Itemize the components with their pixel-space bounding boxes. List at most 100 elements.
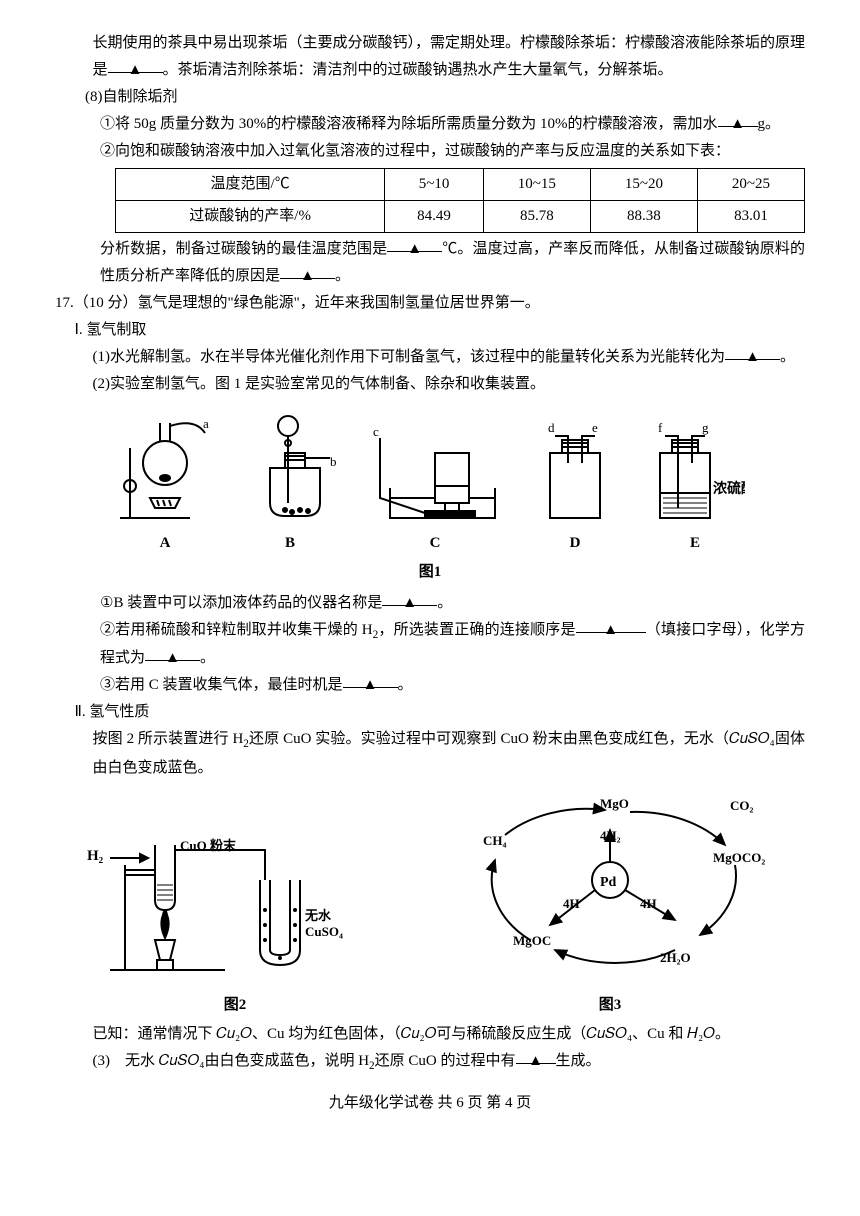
text: (8)自制除垢剂: [85, 89, 178, 105]
text: ②若用稀硫酸和锌粒制取并收集干燥的 H: [100, 622, 373, 638]
label-g: g: [702, 420, 709, 435]
blank: ▲: [382, 590, 437, 606]
apparatus-c: c C: [365, 418, 505, 557]
caption-e: E: [645, 530, 745, 557]
blank: ▲: [280, 263, 335, 279]
formula: 𝐶𝑢𝑆𝑂₄: [729, 731, 775, 747]
cell: 5~10: [385, 169, 484, 201]
caption-a: A: [115, 530, 215, 557]
label-4h-l: 4H: [563, 896, 580, 911]
blank: ▲: [576, 617, 646, 633]
apparatus-a-svg: a: [115, 408, 215, 528]
label-mgoco2: MgOCO₂: [713, 850, 765, 865]
caption-c: C: [365, 530, 505, 557]
blank: ▲: [725, 344, 780, 360]
known-info: 已知：通常情况下 𝐶𝑢₂𝑂、Cu 均为红色固体，（𝐶𝑢₂𝑂可与稀硫酸反应生成（𝐶…: [55, 1021, 805, 1048]
text: 、Cu 均为红色固体，（: [252, 1026, 401, 1042]
text: 。: [200, 650, 215, 666]
label-cuso4-2: CuSO₄: [305, 924, 343, 939]
figure-3-svg: Pd CH₄ MgO CO₂ MgOCO₂ 4H₂ 4H 4H MgOC 2H₂…: [445, 790, 775, 980]
text: 按图 2 所示装置进行 H: [93, 731, 244, 747]
label-2h2o: 2H₂O: [660, 950, 691, 965]
blank: ▲: [516, 1048, 556, 1064]
text: ①将 50g 质量分数为 30%的柠檬酸溶液稀释为除垢所需质量分数为 10%的柠…: [100, 116, 718, 132]
label-b: b: [330, 454, 337, 469]
figure-1-caption: 图1: [55, 559, 805, 586]
text: 。: [715, 1026, 730, 1042]
text: 。: [780, 349, 795, 365]
item-8-head: (8)自制除垢剂: [55, 84, 805, 111]
blank-marker: ▲: [363, 677, 378, 693]
item-8-2: ②向饱和碳酸钠溶液中加入过氧化氢溶液的过程中，过碳酸钠的产率与反应温度的关系如下…: [55, 138, 805, 165]
caption-b: B: [240, 530, 340, 557]
label-4h2: 4H₂: [600, 828, 621, 843]
q17-II: Ⅱ. 氢气性质: [55, 699, 805, 726]
label-4h-r: 4H: [640, 896, 657, 911]
cell: 15~20: [590, 169, 697, 201]
blank: ▲: [343, 672, 398, 688]
text: ①B 装置中可以添加液体药品的仪器名称是: [100, 595, 382, 611]
label-mgo: MgO: [600, 796, 629, 811]
q17-head: 17.（10 分）氢气是理想的"绿色能源"，近年来我国制氢量位居世界第一。: [55, 290, 805, 317]
figure-3: Pd CH₄ MgO CO₂ MgOCO₂ 4H₂ 4H 4H MgOC 2H₂…: [445, 790, 775, 1019]
text: 还原 CuO 实验。实验过程中可观察到 CuO 粉末由黑色变成红色，无水（: [249, 731, 729, 747]
label-c: c: [373, 424, 379, 439]
blank-marker: ▲: [730, 116, 745, 132]
text: Ⅰ. 氢气制取: [75, 322, 147, 338]
label-a: a: [203, 416, 209, 431]
apparatus-b: b B: [240, 408, 340, 557]
caption-d: D: [530, 530, 620, 557]
q17-3: (3) 无水 𝐶𝑢𝑆𝑂₄由白色变成蓝色，说明 H2还原 CuO 的过程中有▲生成…: [55, 1048, 805, 1076]
text: 分析数据，制备过碳酸钠的最佳温度范围是: [100, 241, 387, 257]
text: 可与稀硫酸反应生成（: [436, 1026, 586, 1042]
paragraph-tea-scale: 长期使用的茶具中易出现茶垢（主要成分碳酸钙），需定期处理。柠檬酸除茶垢：柠檬酸溶…: [55, 30, 805, 84]
formula: 𝐻₂𝑂: [687, 1026, 715, 1042]
table-row: 温度范围/℃ 5~10 10~15 15~20 20~25: [116, 169, 805, 201]
formula: 𝐶𝑢₂𝑂: [401, 1026, 437, 1042]
cell: 10~15: [483, 169, 590, 201]
apparatus-e-svg: f g 浓硫酸: [645, 418, 745, 528]
blank: ▲: [145, 645, 200, 661]
label-ch4: CH₄: [483, 833, 507, 848]
yield-table: 温度范围/℃ 5~10 10~15 15~20 20~25 过碳酸钠的产率/% …: [115, 168, 805, 233]
q17-2: (2)实验室制氢气。图 1 是实验室常见的气体制备、除杂和收集装置。: [55, 371, 805, 398]
apparatus-a: a A: [115, 408, 215, 557]
cell: 20~25: [697, 169, 804, 201]
q17-2-3: ③若用 C 装置收集气体，最佳时机是▲。: [55, 672, 805, 699]
text: 。茶垢清洁剂除茶垢：清洁剂中的过碳酸钠遇热水产生大量氧气，分解茶垢。: [163, 62, 673, 78]
cell: 温度范围/℃: [116, 169, 385, 201]
text: (2)实验室制氢气。图 1 是实验室常见的气体制备、除杂和收集装置。: [93, 376, 546, 392]
cell: 88.38: [590, 201, 697, 233]
text: 。: [437, 595, 452, 611]
text: ③若用 C 装置收集气体，最佳时机是: [100, 677, 343, 693]
blank-marker: ▲: [402, 595, 417, 611]
blank: ▲: [387, 236, 442, 252]
blank-marker: ▲: [528, 1053, 543, 1069]
figure-2-svg: H₂ CuO 粉末: [85, 810, 385, 980]
text: (3) 无水: [93, 1053, 159, 1069]
text: g。: [758, 116, 781, 132]
text: 已知：通常情况下: [93, 1026, 217, 1042]
text: ，所选装置正确的连接顺序是: [378, 622, 575, 638]
label-h2: H₂: [87, 848, 104, 864]
figure-1: a A: [55, 408, 805, 557]
text: 17.（10 分）氢气是理想的"绿色能源"，近年来我国制氢量位居世界第一。: [55, 295, 540, 311]
blank-marker: ▲: [128, 62, 143, 78]
figure-2: H₂ CuO 粉末: [85, 810, 385, 1019]
figure-3-caption: 图3: [445, 992, 775, 1019]
formula: 𝐶𝑢𝑆𝑂₄: [586, 1026, 632, 1042]
q17-II-desc: 按图 2 所示装置进行 H2还原 CuO 实验。实验过程中可观察到 CuO 粉末…: [55, 726, 805, 781]
blank-marker: ▲: [165, 650, 180, 666]
cell: 83.01: [697, 201, 804, 233]
item-8-1: ①将 50g 质量分数为 30%的柠檬酸溶液稀释为除垢所需质量分数为 10%的柠…: [55, 111, 805, 138]
label-pd: Pd: [600, 875, 617, 890]
figure-2-caption: 图2: [85, 992, 385, 1019]
text: ②向饱和碳酸钠溶液中加入过氧化氢溶液的过程中，过碳酸钠的产率与反应温度的关系如下…: [100, 143, 730, 159]
label-cuso4-1: 无水: [304, 908, 332, 923]
q17-2-1: ①B 装置中可以添加液体药品的仪器名称是▲。: [55, 590, 805, 617]
formula: 𝐶𝑢₂𝑂: [216, 1026, 252, 1042]
label-mgoc: MgOC: [513, 933, 551, 948]
page-footer: 九年级化学试卷 共 6 页 第 4 页: [55, 1090, 805, 1117]
text: 由白色变成蓝色，说明 H: [204, 1053, 369, 1069]
label-d: d: [548, 420, 555, 435]
